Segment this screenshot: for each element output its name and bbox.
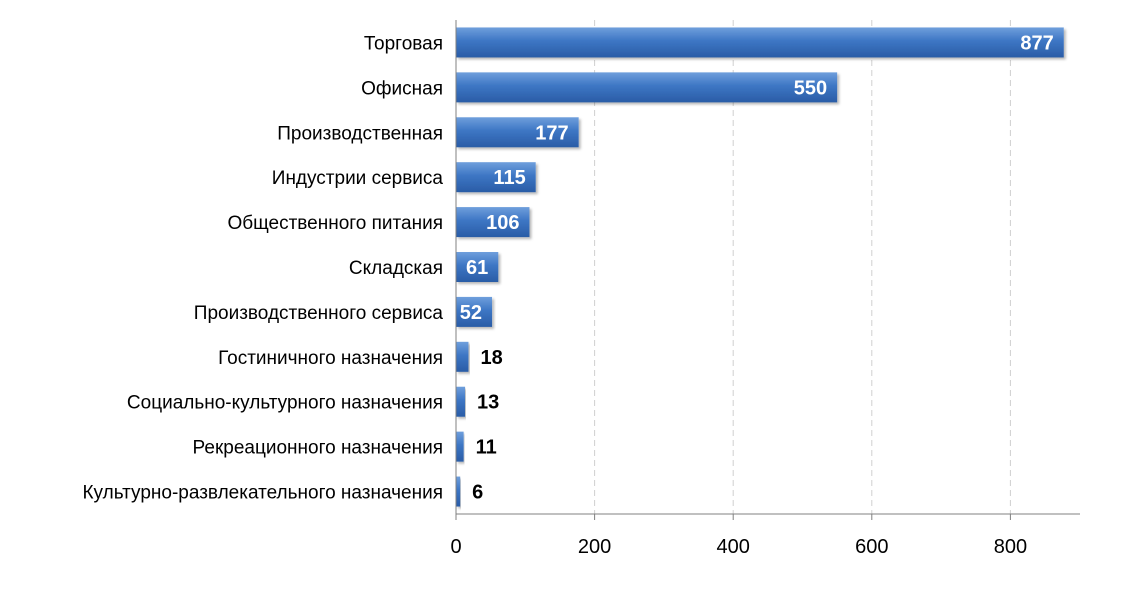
data-label: 61 [466, 257, 488, 279]
category-label: Индустрии сервиса [272, 168, 444, 189]
category-label: Торговая [364, 33, 443, 54]
bar [456, 386, 466, 417]
data-label: 52 [460, 302, 482, 324]
data-label: 550 [794, 77, 827, 99]
category-label: Социально-культурного назначения [127, 393, 443, 414]
data-label: 115 [493, 167, 525, 189]
category-label: Складская [349, 258, 443, 279]
bar [456, 27, 1064, 58]
category-label: Производственная [277, 123, 443, 144]
data-label: 177 [535, 122, 568, 144]
category-label: Гостиничного назначения [218, 348, 443, 369]
bar [456, 476, 461, 507]
data-label: 6 [472, 482, 483, 504]
data-label: 13 [477, 392, 499, 414]
category-label: Культурно-развлекательного назначения [82, 483, 443, 504]
data-label: 18 [480, 347, 502, 369]
x-tick-label: 0 [450, 536, 461, 558]
bar [456, 117, 579, 148]
bar [456, 162, 536, 193]
data-label: 877 [1020, 32, 1053, 54]
x-tick-label: 800 [994, 536, 1027, 558]
bar [456, 252, 499, 282]
bar [456, 341, 469, 372]
bar [456, 72, 838, 103]
bar [456, 207, 530, 238]
category-label: Офисная [361, 78, 443, 99]
bar [456, 296, 493, 327]
data-label: 106 [486, 212, 519, 234]
category-label: Общественного питания [227, 213, 443, 234]
category-label: Рекреационного назначения [193, 438, 443, 459]
category-label: Производственного сервиса [194, 303, 444, 324]
x-tick-label: 600 [855, 536, 888, 558]
bar [456, 431, 464, 462]
data-label: 11 [476, 437, 497, 459]
x-tick-label: 200 [578, 536, 611, 558]
x-tick-label: 400 [717, 536, 750, 558]
